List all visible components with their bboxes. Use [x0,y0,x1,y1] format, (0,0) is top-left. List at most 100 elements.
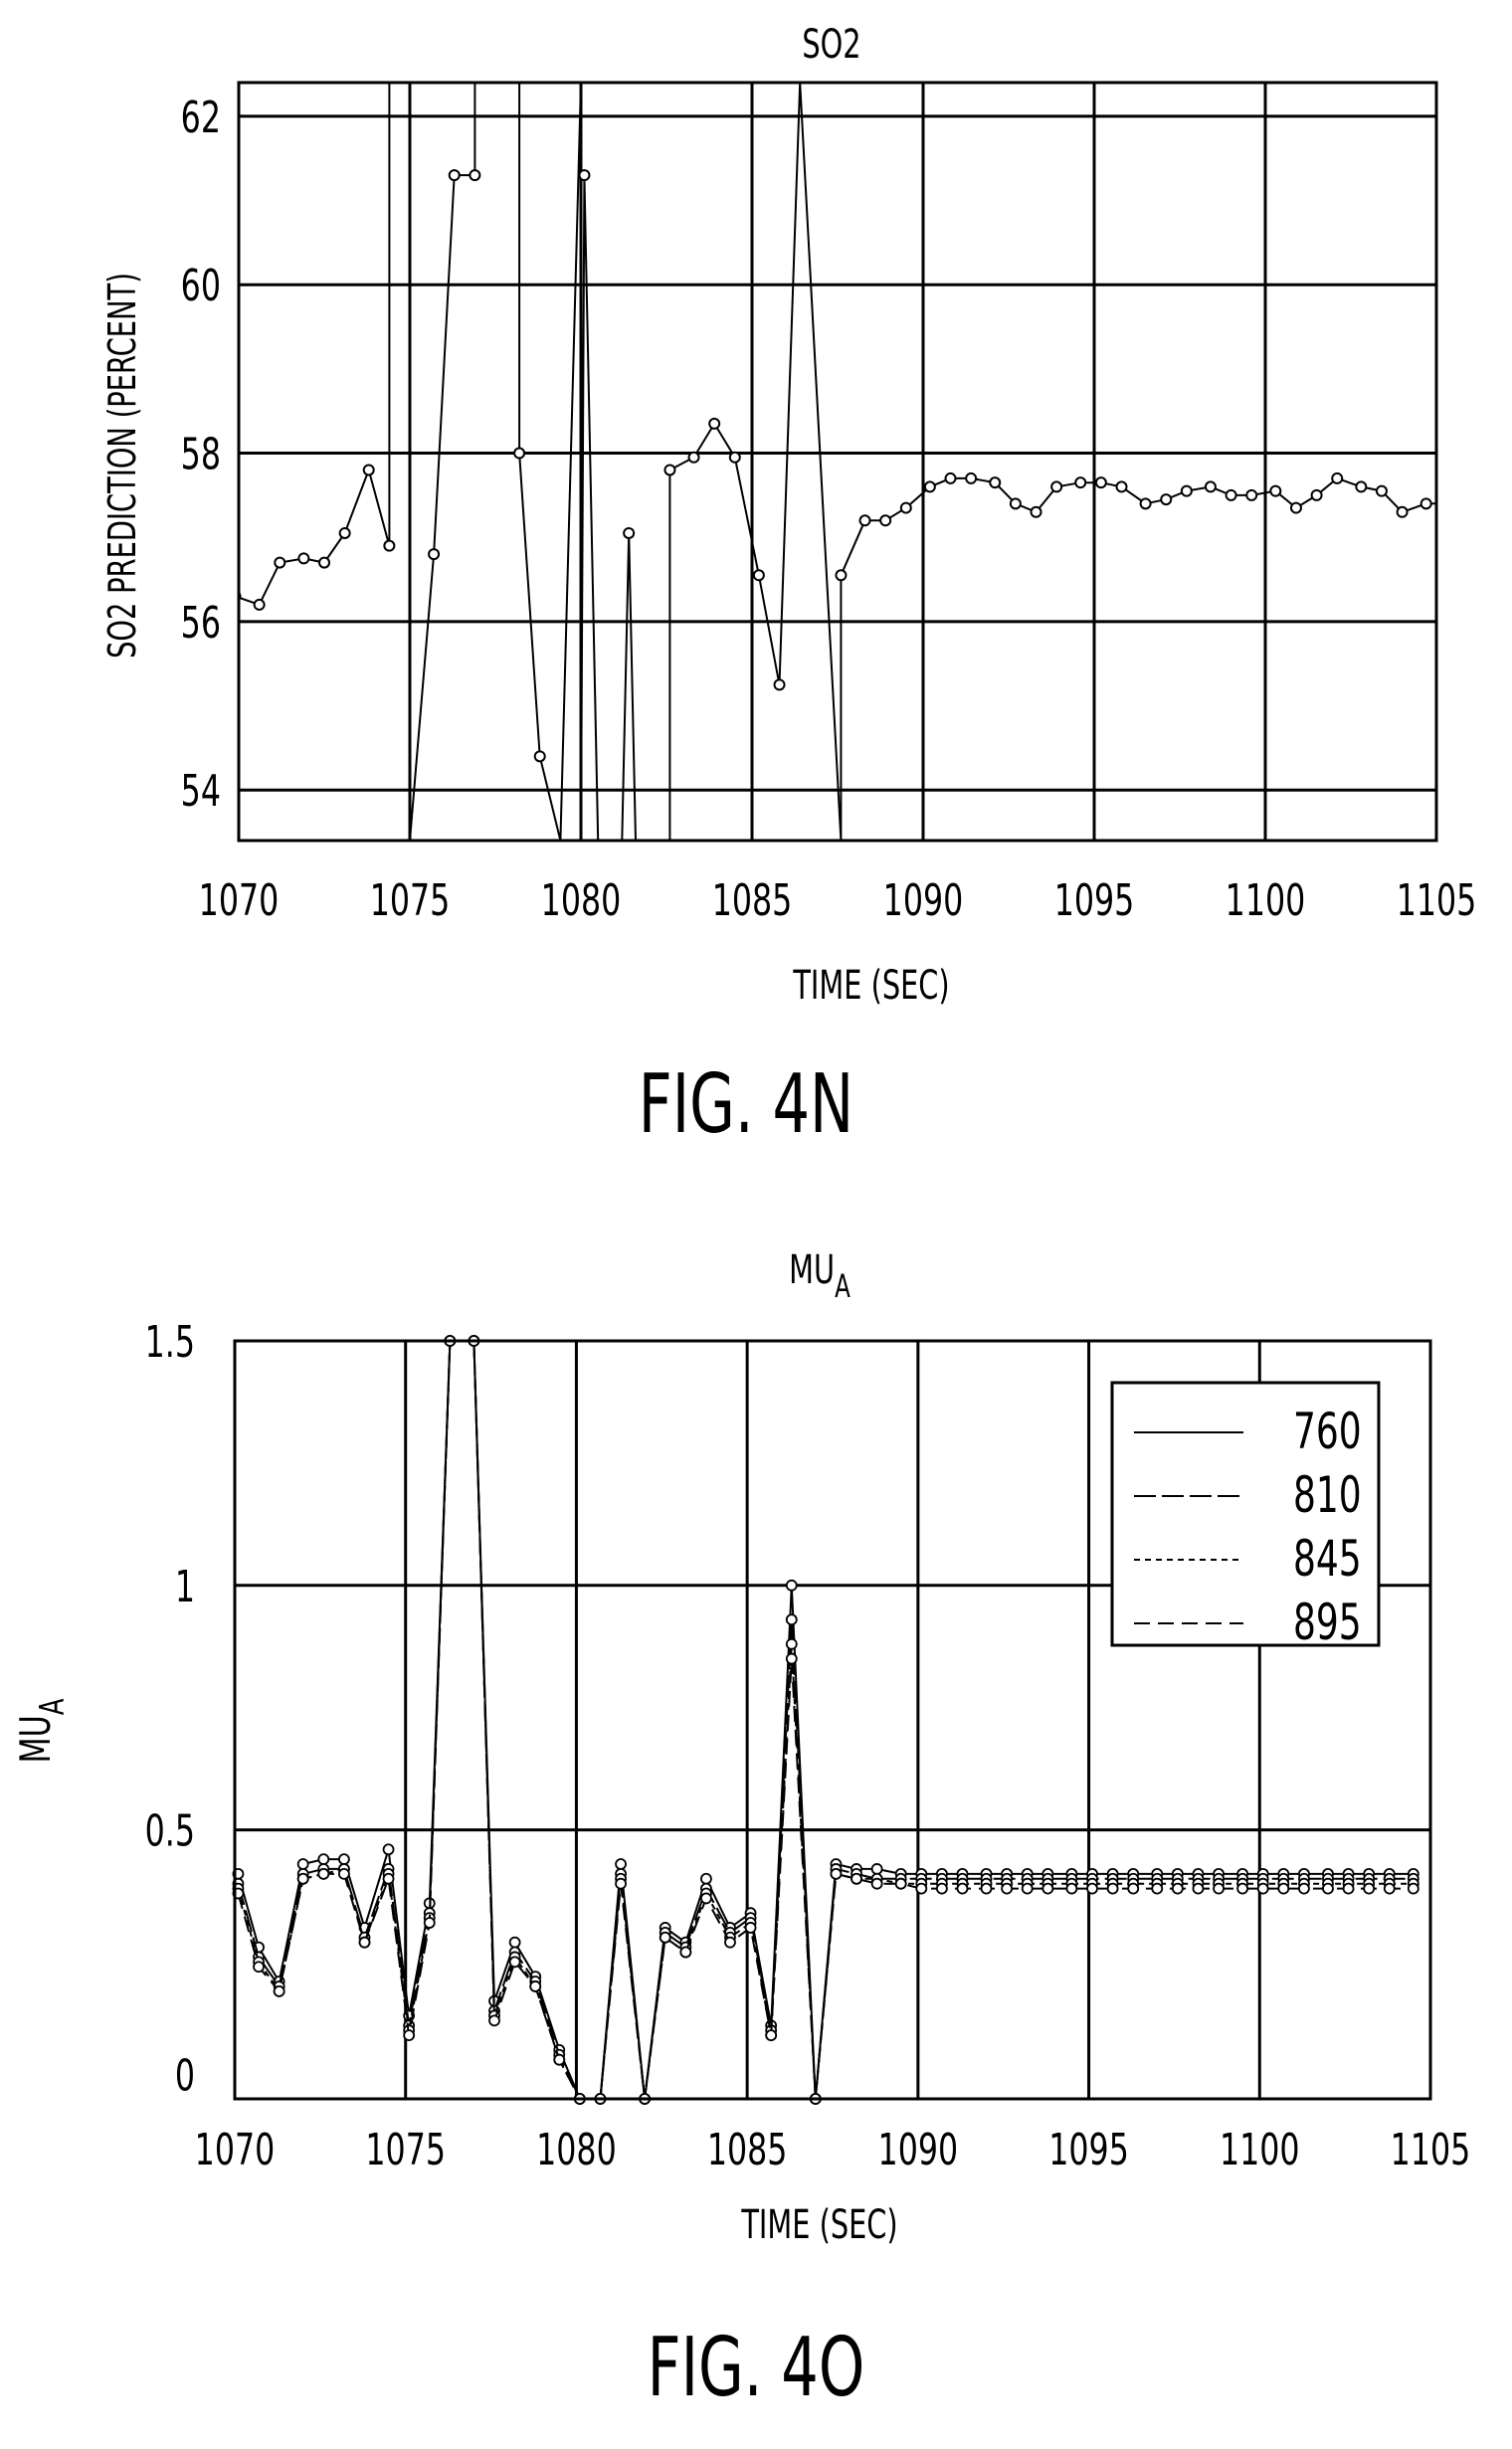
x-tick-label: 1085 [712,875,793,927]
data-point [700,1892,712,1905]
data-point [899,501,912,514]
data-point [850,1872,862,1885]
x-tick-label: 1100 [1220,2125,1300,2176]
data-point [1375,484,1388,497]
legend-label: 845 [1293,1531,1362,1588]
data-point [724,1936,736,1949]
data-point [382,1843,395,1856]
plot-frame [233,1339,1432,2101]
data-point [935,1882,948,1895]
x-tick-label: 1080 [541,875,622,927]
x-tick-label: 1090 [883,875,964,927]
data-point [1310,488,1323,501]
x-tick-label: 1095 [1054,875,1135,927]
data-point [1151,1882,1164,1895]
data-point [1355,480,1368,493]
data-point [1322,1882,1334,1895]
x-axis-label: TIME (SEC) [741,2202,898,2248]
data-point [915,1882,928,1895]
data-point [1009,497,1022,510]
x-tick-label: 1095 [1048,2125,1129,2176]
data-point [687,451,700,464]
data-point [362,464,375,476]
data-point [1225,488,1237,501]
data-point [728,451,741,464]
series-line [237,1340,1414,2100]
data-point [273,1984,285,1997]
x-axis-label: TIME (SEC) [793,963,950,1009]
data-point [296,1858,309,1870]
data-point [1050,480,1063,493]
y-tick-labels: 54 56 58 60 62 [181,93,221,818]
data-point [1256,1882,1269,1895]
data-point [785,1637,798,1650]
data-point [253,1961,265,1974]
data-point [337,1867,350,1880]
series-group [232,1335,1419,2105]
data-point [773,678,786,691]
x-tick-label: 1105 [1391,2125,1471,2176]
data-point [752,569,765,582]
data-point [337,1853,350,1866]
data-point [338,526,351,539]
data-point [1094,476,1107,489]
data-point [965,471,978,484]
data-point [700,1872,712,1885]
data-point [488,2014,500,2027]
legend-label: 760 [1293,1404,1362,1460]
figure-caption: FIG. 4O [648,2320,865,2414]
data-point [830,1867,843,1880]
y-tick-label: 56 [181,598,221,650]
y-axis-label: MUA [11,1698,72,1764]
data-point [870,1863,883,1875]
data-point [1363,1882,1376,1895]
data-point [1213,1882,1225,1895]
y-tick-label: 62 [181,93,221,144]
y-axis-label: SO2 PREDICTION (PERCENT) [99,273,144,659]
y-axis-label-group: MUA [11,1698,72,1764]
data-point [980,1882,993,1895]
data-point [1106,1882,1119,1895]
x-tick-label: 1070 [199,875,280,927]
data-point [785,1579,798,1592]
data-point [1160,493,1173,506]
data-point [858,514,871,527]
data-point [513,447,526,460]
data-point [383,539,396,552]
chart-title: SO2 [802,22,860,68]
data-point [428,548,441,561]
data-point [1269,484,1282,497]
data-point [615,1877,627,1890]
data-point [679,1946,692,1959]
chart-title-main: MU [789,1247,835,1293]
data-point [1419,497,1432,510]
data-point [1041,1882,1054,1895]
x-tick-labels: 1070 1075 1080 1085 1090 1095 1100 1105 [195,2125,1471,2176]
data-point [1441,498,1451,508]
data-point [423,1917,436,1929]
data-point [1086,1882,1098,1895]
data-point [1298,1882,1310,1895]
y-tick-labels: 0 0.5 1 1.5 [145,1317,195,2102]
data-point [253,598,266,611]
data-point [317,1867,330,1880]
y-tick-label: 0.5 [145,1805,195,1857]
data-point [469,169,481,182]
legend-label: 810 [1293,1467,1362,1524]
data-point [1074,476,1087,489]
data-point [1383,1882,1396,1895]
data-point [1180,484,1193,497]
data-point [1407,1882,1419,1895]
data-point [1021,1882,1034,1895]
figure-caption: FIG. 4N [639,1056,853,1151]
data-point [1139,497,1152,510]
data-point [765,2029,778,2041]
data-point [785,1652,798,1665]
data-point [1236,1882,1249,1895]
data-point [835,569,848,582]
data-point [1192,1882,1205,1895]
data-point [1245,488,1258,501]
x-tick-label: 1105 [1397,875,1477,927]
data-point [870,1877,883,1890]
